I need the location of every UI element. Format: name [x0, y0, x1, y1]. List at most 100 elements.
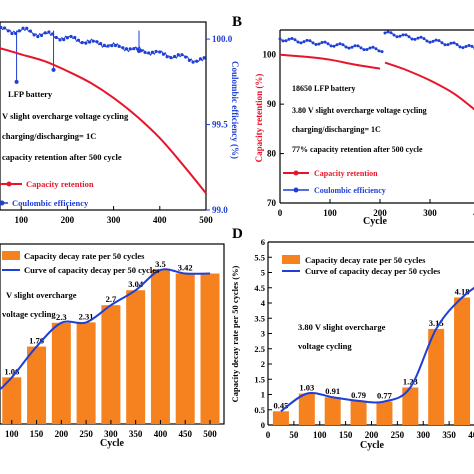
x-tick-label-d: 0: [266, 430, 271, 440]
legend-label-ce-b: Coulombic efficiency: [314, 186, 386, 195]
panel-letter-d: D: [232, 226, 243, 242]
ce-point-b: [455, 43, 459, 47]
ce-spike-point-a: [14, 79, 19, 84]
x-tick-label-b: 200: [373, 208, 387, 218]
bar-d: [350, 400, 367, 425]
annotation-c: voltage cycling: [2, 309, 56, 319]
x-tick-label-a: 100: [14, 215, 28, 225]
x-tick-label-c: 300: [104, 429, 118, 439]
y-tick-label-d: 6: [261, 237, 265, 247]
bar-c: [175, 273, 195, 424]
ce-point-b: [347, 46, 351, 50]
legend-marker-ce-b: [293, 187, 299, 193]
plot-frame-a: [0, 21, 207, 211]
x-axis-label-d: Cycle: [360, 440, 384, 451]
x-tick-label-b: 0: [278, 208, 283, 218]
ce-point-a: [84, 41, 88, 45]
bar-value-label-c: 3.42: [178, 263, 193, 273]
ce-point-b: [314, 43, 318, 47]
annotation-c: V slight overcharge: [6, 290, 77, 300]
ce-point-a: [169, 56, 173, 60]
bar-value-label-c: 1.76: [29, 336, 44, 346]
bar-d: [428, 328, 445, 425]
x-tick-label-c: 100: [5, 429, 19, 439]
ce-point-a: [0, 25, 3, 30]
ce-point-a: [158, 50, 162, 54]
ce-point-b: [443, 43, 447, 47]
y-tick-label-d: 1.5: [254, 374, 265, 384]
ce-point-b: [329, 44, 333, 48]
ce-point-a: [6, 29, 10, 33]
x-tick-label-d: 400: [468, 430, 474, 440]
y-tick-label-d: 3: [261, 329, 265, 339]
y-tick-label-d: 0: [261, 420, 265, 430]
ce-point-b: [293, 38, 297, 42]
decay-curve-d: [280, 286, 474, 413]
ce-point-a: [198, 57, 203, 61]
ce-point-b: [296, 40, 300, 44]
x-tick-label-a: 500: [199, 215, 213, 225]
ce-point-a: [2, 26, 7, 30]
ce-point-b: [326, 42, 330, 46]
bar-d: [298, 393, 315, 425]
ce-point-a: [91, 39, 95, 43]
legend-label-capacity-b: Capacity retention: [314, 169, 378, 178]
ce-point-a: [39, 33, 44, 37]
ce-point-a: [58, 38, 62, 42]
ce-point-a: [80, 40, 84, 45]
y2-tick-label-a: 99.5: [212, 120, 228, 130]
bar-value-label-c: 3.04: [128, 279, 144, 289]
ce-point-b: [413, 37, 417, 41]
ce-point-a: [28, 29, 33, 33]
bar-c: [2, 377, 22, 424]
x-tick-label-c: 150: [30, 429, 44, 439]
ce-point-a: [124, 47, 129, 51]
ce-point-b: [380, 50, 384, 54]
bar-value-label-c: 2.3: [56, 312, 67, 322]
ce-point-b: [368, 46, 372, 50]
ce-point-b: [281, 39, 285, 43]
x-axis-label-b: Cycle: [363, 216, 387, 227]
ce-point-a: [10, 31, 14, 36]
bar-d: [454, 297, 471, 425]
ce-point-b: [389, 31, 393, 35]
ce-spike-point-a: [51, 67, 56, 72]
y-tick-label-b: 100: [263, 50, 277, 60]
x-tick-label-d: 100: [313, 430, 327, 440]
ce-point-a: [36, 35, 40, 39]
legend-marker-capacity-b: [293, 170, 299, 176]
ce-point-b: [452, 41, 456, 45]
legend-label-capacity-a: Capacity retention: [26, 179, 94, 189]
ce-point-a: [121, 46, 125, 50]
ce-point-b: [407, 35, 411, 39]
x-tick-label-c: 500: [203, 429, 217, 439]
y-tick-label-d: 2.5: [254, 344, 265, 354]
ce-point-a: [43, 31, 47, 35]
capacity-retention-line-a: [0, 47, 207, 194]
ce-point-a: [113, 43, 118, 48]
ce-point-a: [76, 38, 81, 42]
bar-value-label-c: 3.5: [155, 259, 166, 269]
ce-point-b: [470, 44, 474, 48]
ce-point-b: [422, 37, 426, 41]
bar-value-label-c: 2.31: [79, 311, 94, 321]
ce-point-b: [305, 38, 309, 42]
ce-point-b: [377, 49, 381, 53]
ce-point-b: [404, 33, 408, 37]
ce-point-b: [383, 31, 387, 35]
y-axis-label-d: Capacity decay rate per 50 cycles (%): [230, 265, 240, 402]
y-tick-label-d: 0.5: [254, 405, 265, 415]
legend-marker-capacity-a: [6, 181, 12, 187]
y-tick-label-d: 1: [261, 390, 265, 400]
x-axis-label-c: Cycle: [100, 438, 124, 449]
x-tick-label-a: 300: [107, 215, 121, 225]
bar-d: [402, 387, 419, 425]
ce-point-b: [338, 42, 342, 46]
ce-point-b: [398, 34, 402, 38]
annotation-a: charging/discharging= 1C: [2, 131, 96, 141]
legend-label-bar-c: Capacity decay rate per 50 cycles: [24, 251, 145, 261]
ce-point-b: [434, 38, 438, 42]
ce-spike-point-a: [137, 49, 142, 54]
ce-point-a: [17, 29, 21, 33]
